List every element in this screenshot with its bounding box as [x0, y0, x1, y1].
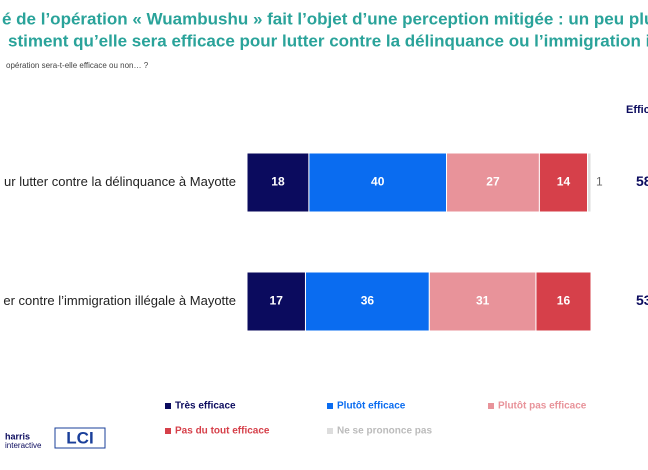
category-label: ur lutter contre la délinquance à Mayott…: [4, 174, 236, 189]
legend-swatch: [488, 403, 494, 409]
bar-segment: [304, 271, 430, 332]
value-label: 16: [557, 294, 571, 308]
bar-segment: [428, 271, 537, 332]
legend-label: Plutôt pas efficace: [498, 401, 587, 412]
total-label: 53: [636, 292, 648, 308]
bar-segment: [587, 152, 592, 213]
bar-segment: [446, 152, 540, 213]
bar-segment: [535, 271, 592, 332]
legend-swatch: [165, 403, 171, 409]
value-label: 31: [476, 294, 490, 308]
legend-swatch: [327, 403, 333, 409]
category-label: er contre l’immigration illégale à Mayot…: [3, 293, 236, 308]
bar-segment: [246, 271, 306, 332]
bar-segment: [246, 152, 310, 213]
subtitle: opération sera-t-elle efficace ou non… ?: [6, 61, 149, 70]
title-line: é de l’opération « Wuambushu » fait l’ob…: [2, 9, 648, 28]
value-label: 18: [271, 175, 285, 189]
legend-label: Pas du tout efficace: [175, 426, 270, 437]
legend-label: Plutôt efficace: [337, 401, 406, 412]
legend-swatch: [327, 428, 333, 434]
value-label: 36: [361, 294, 375, 308]
logo-box: [54, 427, 106, 449]
logo-text: interactive: [5, 441, 42, 450]
legend-label: Ne se prononce pas: [337, 426, 432, 437]
bar-segment: [538, 152, 589, 213]
logo-text: LCI: [66, 428, 93, 447]
value-label: 40: [371, 175, 385, 189]
value-label: 1: [596, 175, 603, 189]
title-line: stiment qu’elle sera efficace pour lutte…: [8, 31, 648, 50]
value-label: 14: [557, 175, 571, 189]
logo-text: harris: [5, 431, 30, 441]
value-label: 17: [270, 294, 284, 308]
legend-label: Très efficace: [175, 401, 236, 412]
total-header: Effic: [626, 104, 648, 116]
bar-segment: [308, 152, 448, 213]
value-label: 27: [486, 175, 500, 189]
total-label: 58: [636, 173, 648, 189]
legend-swatch: [165, 428, 171, 434]
